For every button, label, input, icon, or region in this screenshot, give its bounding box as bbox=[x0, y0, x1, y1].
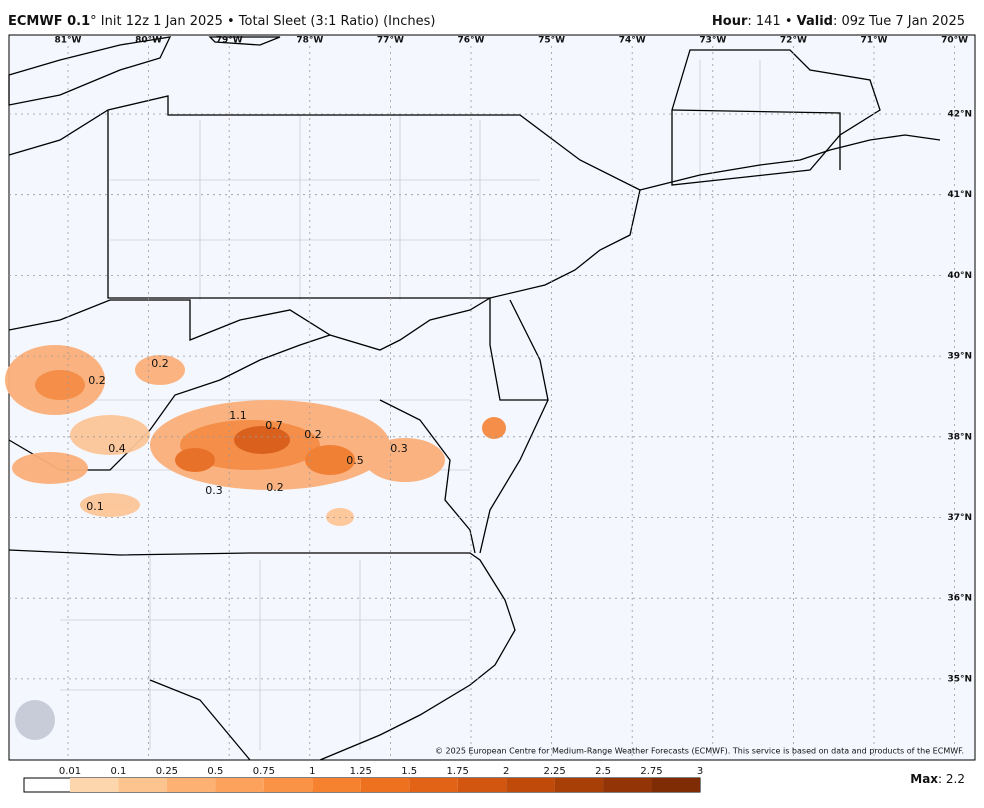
colorbar-segment bbox=[506, 778, 555, 792]
sleet-blob bbox=[35, 370, 85, 400]
latitude-label: 39°N bbox=[947, 352, 972, 362]
longitude-label: 76°W bbox=[458, 36, 485, 46]
colorbar-segment bbox=[166, 778, 216, 792]
colorbar-label: 2 bbox=[503, 766, 509, 777]
coast bbox=[639, 134, 941, 191]
latitude-label: 40°N bbox=[947, 271, 972, 281]
colorbar-label: 1.75 bbox=[447, 766, 469, 777]
colorbar-label: 0.75 bbox=[253, 766, 275, 777]
contour-label: 0.7 bbox=[265, 419, 283, 432]
colorbar-label: 2.25 bbox=[543, 766, 565, 777]
model-name: ECMWF 0.1 bbox=[8, 14, 90, 29]
contour-label: 0.2 bbox=[88, 374, 106, 387]
contour-label: 0.2 bbox=[151, 357, 169, 370]
graticule: 81°W 80°W 79°W 78°W 77°W 76°W 75°W 74°W 73°W 72°W… bbox=[9, 36, 972, 760]
contour-label: 0.5 bbox=[346, 454, 364, 467]
colorbar-segment bbox=[70, 778, 119, 792]
colorbar-label: 0.01 bbox=[59, 766, 81, 777]
lake bbox=[8, 36, 172, 106]
state-border bbox=[8, 297, 491, 351]
state-border bbox=[149, 679, 251, 761]
sleet-blob bbox=[175, 448, 215, 472]
sleet-blob bbox=[80, 493, 140, 517]
longitude-label: 77°W bbox=[377, 36, 404, 46]
sleet-area bbox=[5, 345, 506, 526]
sleet-blob bbox=[365, 438, 445, 482]
latitude-label: 42°N bbox=[947, 110, 972, 120]
sleet-blob bbox=[70, 415, 150, 455]
colorbar-label: 1 bbox=[309, 766, 315, 777]
copyright: © 2025 European Centre for Medium-Range … bbox=[435, 747, 964, 756]
longitude-label: 72°W bbox=[780, 36, 807, 46]
valid-value: : 09z Tue 7 Jan 2025 bbox=[833, 14, 965, 29]
colorbar-segment bbox=[603, 778, 652, 792]
max: Max: 2.2 bbox=[910, 772, 965, 786]
max-value: : 2.2 bbox=[938, 772, 965, 786]
longitude-label: 80°W bbox=[135, 36, 162, 46]
colorbar-label: 3 bbox=[697, 766, 703, 777]
colorbar-segment bbox=[457, 778, 507, 792]
longitude-label: 79°W bbox=[216, 36, 243, 46]
sleet-blob bbox=[135, 355, 185, 385]
colorbar-segment bbox=[263, 778, 313, 792]
description: ° Init 12z 1 Jan 2025 • Total Sleet (3:1… bbox=[90, 14, 435, 29]
sleet-blob bbox=[234, 426, 290, 454]
valid-label: Valid bbox=[797, 14, 833, 29]
colorbar-segment bbox=[215, 778, 264, 792]
longitude-label: 78°W bbox=[296, 36, 323, 46]
latitude-label: 35°N bbox=[947, 674, 972, 684]
hour-value: : 141 • bbox=[747, 14, 796, 29]
colorbar-label: 0.25 bbox=[156, 766, 178, 777]
map-frame bbox=[8, 34, 976, 761]
colorbar-segment bbox=[409, 778, 458, 792]
contour-label: 0.4 bbox=[108, 442, 126, 455]
contour-label: 0.1 bbox=[86, 500, 104, 513]
colorbar-label: 1.5 bbox=[401, 766, 417, 777]
colorbar-segment bbox=[118, 778, 167, 792]
valid-info: Hour: 141 • Valid: 09z Tue 7 Jan 2025 bbox=[712, 14, 965, 29]
colorbar-label: 1.25 bbox=[350, 766, 372, 777]
latitude-label: 36°N bbox=[947, 594, 972, 604]
longitude-label: 70°W bbox=[941, 36, 968, 46]
colorbar-segment bbox=[554, 778, 604, 792]
contour-label: 0.2 bbox=[266, 481, 284, 494]
map: 81°W 80°W 79°W 78°W 77°W 76°W 75°W 74°W 73°W 72°W… bbox=[5, 34, 976, 761]
colorbar-label: 2.5 bbox=[595, 766, 611, 777]
longitude-label: 73°W bbox=[699, 36, 726, 46]
state-border bbox=[8, 95, 641, 299]
sleet-blob bbox=[482, 417, 506, 439]
colorbar-label: 0.5 bbox=[207, 766, 223, 777]
latitude-label: 38°N bbox=[947, 432, 972, 442]
state-border bbox=[671, 109, 841, 170]
max-label: Max bbox=[910, 772, 938, 786]
county-lines bbox=[60, 60, 761, 750]
lake bbox=[208, 36, 281, 46]
latitude-label: 41°N bbox=[947, 190, 972, 200]
title: ECMWF 0.1° Init 12z 1 Jan 2025 • Total S… bbox=[8, 14, 435, 29]
colorbar-segment bbox=[312, 778, 361, 792]
sleet-blob bbox=[305, 445, 355, 475]
sleet-blob bbox=[326, 508, 354, 526]
colorbar-label: 2.75 bbox=[640, 766, 662, 777]
contour-label: 0.2 bbox=[304, 428, 322, 441]
contour-label: 0.3 bbox=[390, 442, 408, 455]
logo bbox=[15, 700, 55, 740]
longitude-label: 71°W bbox=[861, 36, 888, 46]
hour-label: Hour bbox=[712, 14, 748, 29]
longitude-label: 75°W bbox=[538, 36, 565, 46]
colorbar-label: 0.1 bbox=[111, 766, 127, 777]
longitude-label: 81°W bbox=[55, 36, 82, 46]
colorbar-segment bbox=[651, 778, 700, 792]
longitude-label: 74°W bbox=[619, 36, 646, 46]
latitude-label: 37°N bbox=[947, 513, 972, 523]
colorbar-segment bbox=[360, 778, 410, 792]
new-england bbox=[671, 49, 881, 186]
sleet-blob bbox=[12, 452, 88, 484]
coast bbox=[479, 399, 549, 554]
contour-label: 1.1 bbox=[229, 409, 247, 422]
state-border bbox=[8, 549, 516, 761]
contour-label: 0.3 bbox=[205, 484, 223, 497]
